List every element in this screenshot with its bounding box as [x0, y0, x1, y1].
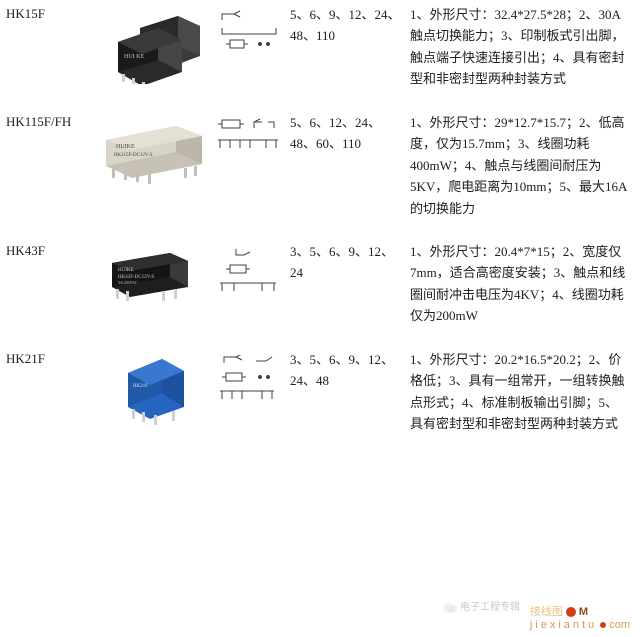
relay-illustration: HK21F: [98, 351, 208, 431]
diagram-icon: [216, 118, 286, 158]
pin-diagram: [212, 241, 290, 295]
svg-text:HUIKE: HUIKE: [116, 144, 135, 150]
svg-text:HUIKE: HUIKE: [118, 268, 134, 273]
svg-text:HK21F: HK21F: [133, 384, 148, 389]
relay-illustration: HUIKE HK43F-DC12V-S 5A 250VAC: [98, 243, 208, 309]
diagram-icon: [216, 10, 286, 54]
product-image: HUIKE HK115F-DC12V-S: [94, 112, 212, 186]
watermark-site2: com: [609, 619, 630, 631]
model-label: HK115F/FH: [6, 112, 94, 130]
product-row: HK15F HUI KE: [0, 0, 640, 108]
watermark: 接线图 M jiexiantu com: [530, 603, 630, 631]
product-image: HK21F: [94, 349, 212, 431]
voltage-list: 5、6、12、24、48、60、110: [290, 112, 410, 155]
description: 1、外形尺寸：20.4*7*15；2、宽度仅7mm，适合高密度安装；3、触点和线…: [410, 241, 634, 327]
description: 1、外形尺寸：29*12.7*15.7；2、低高度，仅为15.7mm；3、线圈功…: [410, 112, 634, 219]
product-row: HK115F/FH HUIKE HK115F-DC12V-S: [0, 108, 640, 237]
overlay-logo: 电子工程专辑: [442, 598, 521, 615]
pin-diagram: [212, 4, 290, 54]
wechat-icon: [442, 601, 458, 615]
model-label: HK43F: [6, 241, 94, 259]
overlay-logo-text: 电子工程专辑: [460, 602, 520, 613]
svg-text:HUI KE: HUI KE: [124, 54, 144, 60]
model-label: HK21F: [6, 349, 94, 367]
description: 1、外形尺寸：20.2*16.5*20.2；2、价格低；3、具有一组常开，一组转…: [410, 349, 634, 435]
svg-text:HK115F-DC12V-S: HK115F-DC12V-S: [114, 153, 153, 158]
relay-illustration: HUI KE: [98, 6, 208, 84]
watermark-suffix: M: [579, 606, 588, 618]
watermark-prefix: 接线图: [530, 606, 563, 618]
model-label: HK15F: [6, 4, 94, 22]
watermark-dot-icon: [566, 607, 576, 617]
voltage-list: 3、5、6、9、12、24: [290, 241, 410, 284]
watermark-dot-icon: [600, 622, 606, 628]
product-image: HUI KE: [94, 4, 212, 84]
voltage-list: 3、5、6、9、12、24、48: [290, 349, 410, 392]
svg-text:5A 250VAC: 5A 250VAC: [118, 280, 138, 285]
pin-diagram: [212, 112, 290, 158]
watermark-site: jiexiantu: [530, 619, 597, 631]
product-image: HUIKE HK43F-DC12V-S 5A 250VAC: [94, 241, 212, 309]
diagram-icon: [216, 355, 286, 405]
pin-diagram: [212, 349, 290, 405]
diagram-icon: [216, 247, 286, 295]
voltage-list: 5、6、9、12、24、48、110: [290, 4, 410, 47]
description: 1、外形尺寸：32.4*27.5*28；2、30A触点切换能力；3、印制板式引出…: [410, 4, 634, 90]
relay-illustration: HUIKE HK115F-DC12V-S: [98, 114, 208, 186]
product-row: HK43F HUIKE HK43F-DC12V-S 5A 250VAC: [0, 237, 640, 345]
product-row: HK21F HK21F: [0, 345, 640, 453]
